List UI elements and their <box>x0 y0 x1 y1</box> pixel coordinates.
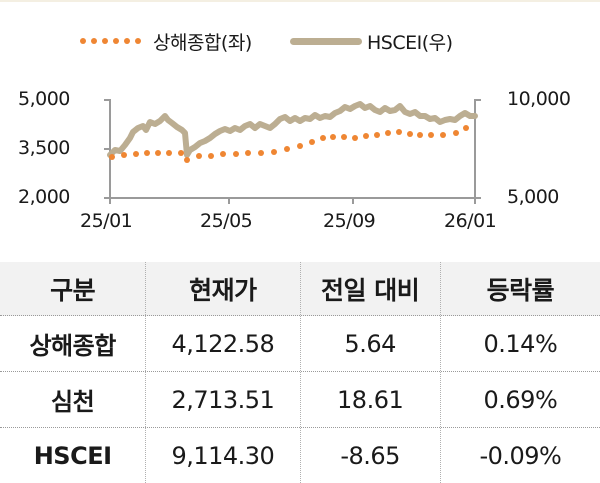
x-axis-tick-2501: 25/01 <box>80 210 133 232</box>
table-header-row: 구분 현재가 전일 대비 등락률 <box>0 262 600 316</box>
table-row: HSCEI 9,114.30 -8.65 -0.09% <box>0 428 600 483</box>
right-axis-tick-5000: 5,000 <box>507 186 559 208</box>
left-axis-tick-3500: 3,500 <box>18 137 70 159</box>
line-chart <box>104 99 481 204</box>
dotted-line-icon <box>80 38 141 44</box>
legend-shanghai: 상해종합(좌) <box>80 26 252 56</box>
row-rate: 0.14% <box>483 329 558 358</box>
row-change: -8.65 <box>301 428 441 483</box>
row-name: 상해종합 <box>0 316 147 371</box>
legend-hscei-label: HSCEI(우) <box>367 31 453 54</box>
x-axis-tick-2509: 25/09 <box>323 210 376 232</box>
x-axis-tick-2601: 26/01 <box>444 210 497 232</box>
left-axis-tick-2000: 2,000 <box>18 186 70 208</box>
hscei-series-line <box>107 101 478 158</box>
right-axis-tick-10000: 10,000 <box>507 88 571 110</box>
table-row: 심천 2,713.51 18.61 0.69% <box>0 372 600 428</box>
legend-shanghai-label: 상해종합(좌) <box>153 31 252 54</box>
row-rate: -0.09% <box>479 441 562 470</box>
row-change: 5.64 <box>301 316 441 371</box>
row-price: 4,122.58 <box>146 316 301 371</box>
header-change-rate: 등락률 <box>486 275 555 305</box>
row-name: HSCEI <box>0 428 147 483</box>
row-change: 18.61 <box>301 372 441 427</box>
solid-line-icon <box>290 37 362 45</box>
header-category: 구분 <box>0 262 147 315</box>
row-price: 2,713.51 <box>146 372 301 427</box>
table-row: 상해종합 4,122.58 5.64 0.14% <box>0 316 600 372</box>
row-rate: 0.69% <box>483 385 558 414</box>
top-strip <box>0 0 600 2</box>
header-current-price: 현재가 <box>146 262 301 315</box>
legend-hscei: HSCEI(우) <box>290 26 453 56</box>
shanghai-series-dots <box>109 125 469 163</box>
row-price: 9,114.30 <box>146 428 301 483</box>
x-axis-tick-2505: 25/05 <box>200 210 253 232</box>
chart-legend: 상해종합(좌) HSCEI(우) <box>0 26 600 56</box>
row-name: 심천 <box>0 372 147 427</box>
header-change: 전일 대비 <box>301 262 441 315</box>
index-table: 구분 현재가 전일 대비 등락률 상해종합 4,122.58 5.64 0.14… <box>0 262 600 483</box>
left-axis-tick-5000: 5,000 <box>18 88 70 110</box>
